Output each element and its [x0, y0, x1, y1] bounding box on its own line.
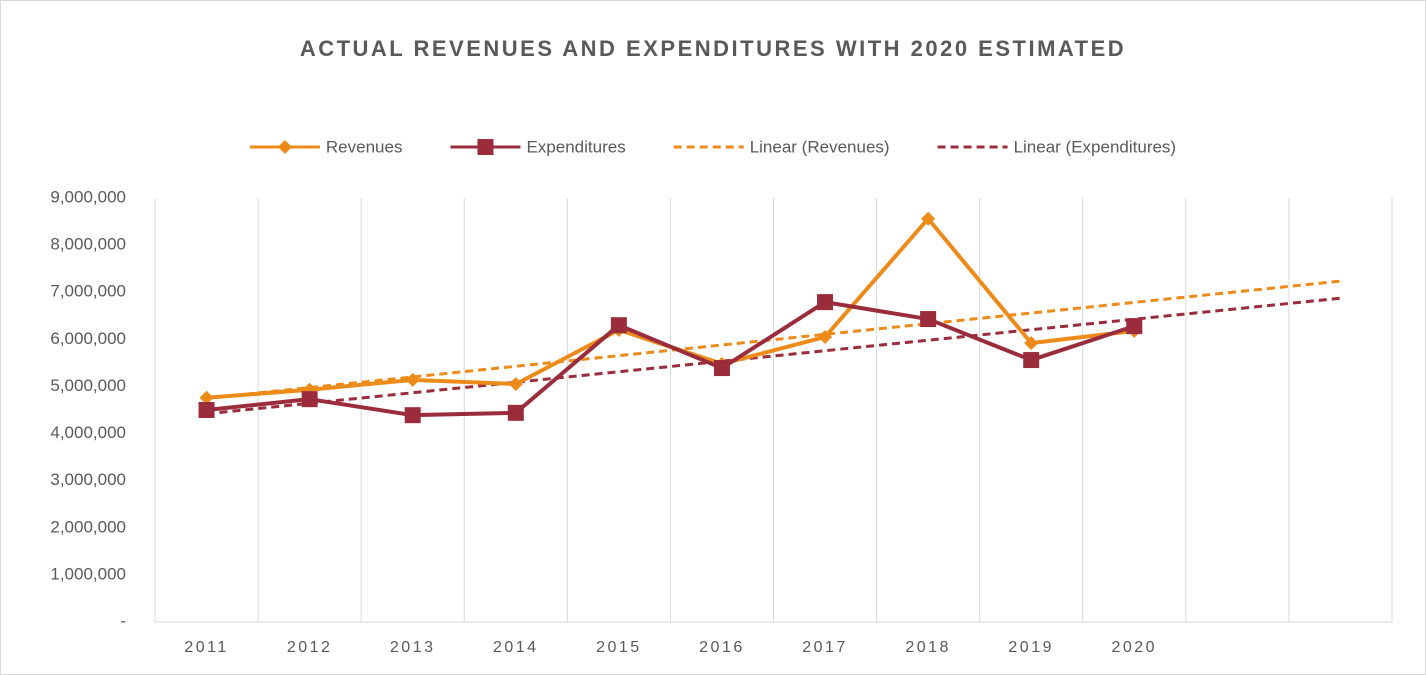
marker — [921, 211, 936, 226]
x-tick-label: 2014 — [493, 639, 539, 656]
marker — [713, 360, 730, 377]
y-tick-label: - — [120, 611, 126, 630]
marker — [610, 317, 627, 334]
chart-title: ACTUAL REVENUES AND EXPENDITURES WITH 20… — [300, 36, 1126, 61]
marker — [818, 329, 833, 344]
legend-item: Linear (Expenditures) — [937, 137, 1177, 156]
y-tick-label: 2,000,000 — [50, 517, 126, 536]
legend-label: Linear (Expenditures) — [1014, 137, 1177, 156]
y-tick-label: 9,000,000 — [50, 187, 126, 206]
legend-item: Linear (Revenues) — [673, 137, 890, 156]
y-tick-label: 7,000,000 — [50, 282, 126, 301]
marker — [198, 402, 215, 418]
y-tick-label: 8,000,000 — [50, 235, 126, 254]
marker — [1023, 352, 1040, 369]
trend-line — [206, 296, 1341, 416]
marker — [1126, 318, 1143, 335]
marker — [277, 140, 292, 154]
y-tick-label: 3,000,000 — [50, 470, 126, 489]
marker — [199, 390, 214, 405]
marker — [508, 377, 523, 392]
x-tick-label: 2019 — [1008, 639, 1054, 656]
series-line — [206, 300, 1135, 418]
marker — [477, 139, 494, 155]
marker — [405, 372, 420, 387]
legend-label: Revenues — [326, 137, 403, 156]
legend-item: Revenues — [249, 137, 403, 156]
x-tick-label: 2013 — [390, 639, 436, 656]
x-tick-label: 2016 — [699, 639, 745, 656]
marker — [1024, 336, 1039, 351]
trend-line — [206, 279, 1341, 400]
legend-label: Expenditures — [526, 137, 625, 156]
legend-item: Expenditures — [450, 137, 626, 156]
x-tick-label: 2012 — [287, 639, 333, 656]
legend-label: Linear (Revenues) — [750, 137, 890, 156]
x-tick-label: 2020 — [1111, 639, 1157, 656]
marker — [301, 391, 318, 408]
y-tick-label: 4,000,000 — [50, 423, 126, 442]
legend: Revenues Expenditures Linear (Revenues) Lin… — [249, 137, 1177, 156]
marker — [920, 311, 937, 328]
marker — [817, 294, 834, 311]
marker — [404, 407, 421, 424]
x-tick-label: 2011 — [184, 639, 228, 656]
marker — [507, 404, 524, 421]
y-tick-label: 1,000,000 — [50, 564, 126, 583]
x-tick-label: 2015 — [596, 639, 642, 656]
x-tick-label: 2017 — [802, 639, 848, 656]
x-tick-label: 2018 — [905, 639, 951, 656]
y-tick-label: 6,000,000 — [50, 329, 126, 348]
y-tick-label: 5,000,000 — [50, 376, 126, 395]
